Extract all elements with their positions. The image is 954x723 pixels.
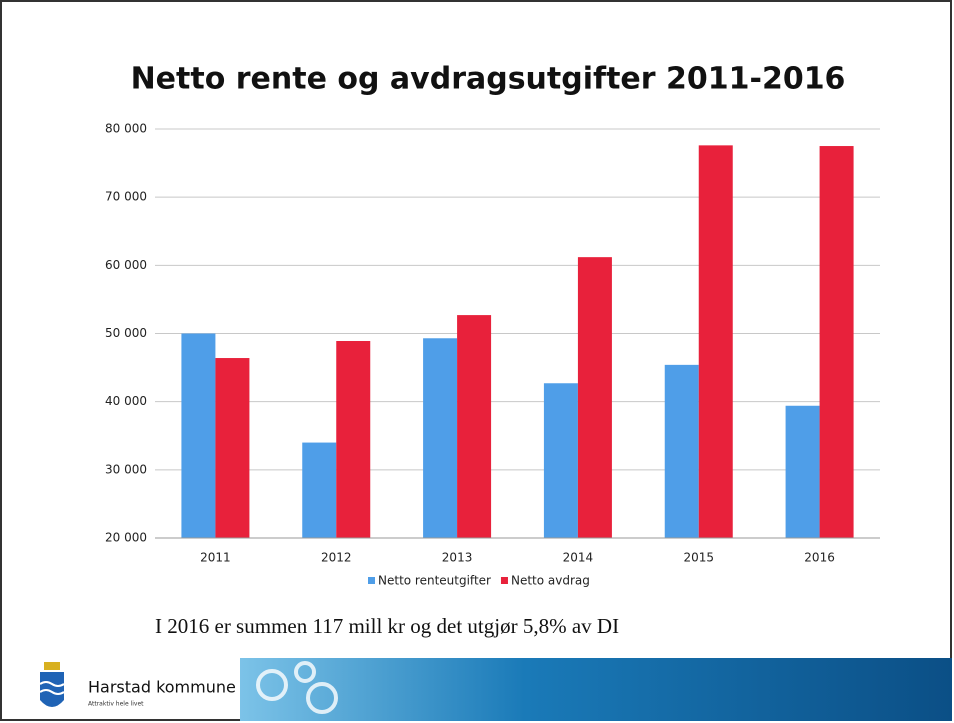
legend-swatch: [501, 577, 508, 584]
bar: [665, 365, 699, 538]
bar: [578, 257, 612, 538]
bar: [215, 358, 249, 538]
x-tick-label: 2015: [683, 551, 714, 565]
bar: [699, 145, 733, 538]
bar: [423, 338, 457, 538]
y-tick-label: 80 000: [105, 122, 147, 136]
x-tick-label: 2013: [442, 551, 473, 565]
chart-title: Netto rente og avdragsutgifter 2011-2016: [131, 62, 846, 97]
bar: [457, 315, 491, 538]
y-tick-label: 20 000: [105, 531, 147, 545]
y-tick-label: 60 000: [105, 258, 147, 272]
bar: [544, 383, 578, 538]
y-tick-label: 30 000: [105, 462, 147, 476]
bar: [302, 443, 336, 538]
legend-swatch: [368, 577, 375, 584]
footer-organization: Harstad kommune: [88, 678, 236, 697]
annotation: I 2016 er summen 117 mill kr og det utgj…: [155, 614, 619, 638]
bar: [786, 406, 820, 538]
footer-band: [240, 658, 952, 721]
footer-slogan: Attraktiv hele livet: [88, 701, 144, 708]
x-tick-label: 2014: [563, 551, 594, 565]
slide: Netto rente og avdragsutgifter 2011-2016…: [0, 0, 954, 723]
y-tick-label: 40 000: [105, 394, 147, 408]
legend-label: Netto renteutgifter: [378, 574, 491, 588]
x-tick-label: 2012: [321, 551, 352, 565]
y-tick-label: 50 000: [105, 326, 147, 340]
bar: [336, 341, 370, 538]
y-tick-label: 70 000: [105, 190, 147, 204]
x-tick-label: 2016: [804, 551, 835, 565]
legend-label: Netto avdrag: [511, 574, 590, 588]
x-tick-label: 2011: [200, 551, 231, 565]
bar: [181, 334, 215, 539]
bar: [820, 146, 854, 538]
